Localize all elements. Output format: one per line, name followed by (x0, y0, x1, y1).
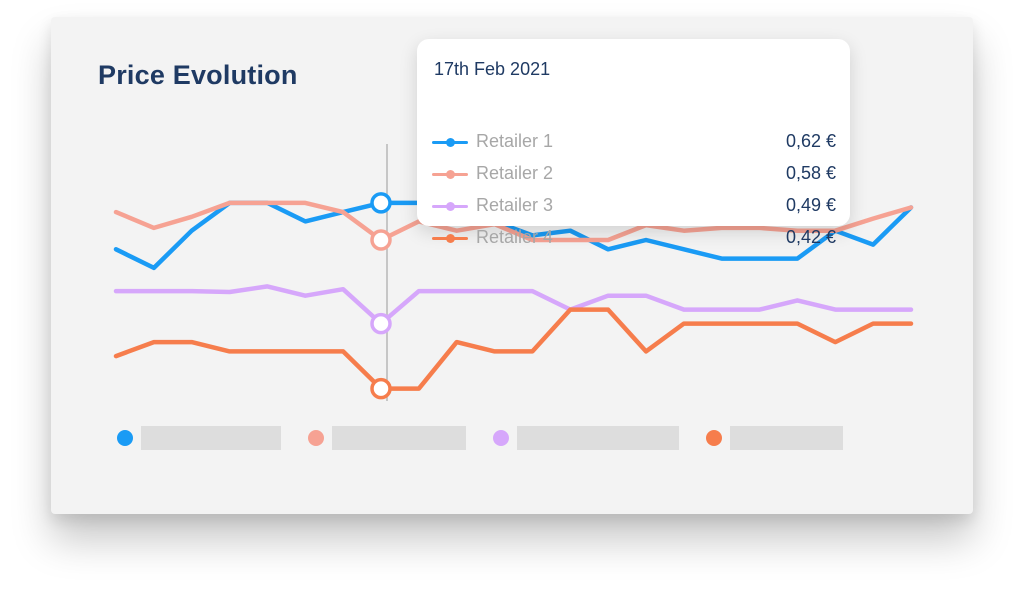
retailer-1-line-key-icon (432, 138, 468, 147)
chart-title: Price Evolution (98, 60, 298, 90)
hover-point-retailer-1[interactable] (370, 192, 392, 214)
hover-point-retailer-2[interactable] (370, 229, 392, 251)
tooltip-date: 17th Feb 2021 (434, 59, 551, 79)
tooltip-series-name: Retailer 1 (476, 131, 554, 151)
retailer-4-line-key-icon (432, 234, 468, 243)
tooltip-series-value: 0,62 € (785, 131, 836, 151)
tooltip-series-value: 0,42 € (785, 227, 836, 247)
legend-dot-retailer-3-icon[interactable] (493, 430, 509, 446)
legend-dot-retailer-4-icon[interactable] (706, 430, 722, 446)
hover-point-retailer-3[interactable] (370, 312, 392, 335)
tooltip-series-value: 0,58 € (785, 163, 836, 183)
legend-label-placeholder (141, 426, 281, 450)
hover-point-retailer-4[interactable] (370, 377, 392, 400)
legend-label-placeholder (517, 426, 679, 450)
hover-markers (370, 192, 392, 400)
tooltip-series-name: Retailer 2 (476, 163, 554, 183)
legend-dot-retailer-2-icon[interactable] (308, 430, 324, 446)
series-line-retailer-3[interactable] (113, 284, 914, 326)
legend-dot-retailer-1-icon[interactable] (117, 430, 133, 446)
tooltip-row-retailer-4: Retailer 4 0,42 € (432, 226, 836, 250)
tooltip-row-retailer-3: Retailer 3 0,49 € (432, 194, 836, 218)
legend-label-placeholder (332, 426, 466, 450)
tooltip-series-name: Retailer 3 (476, 195, 554, 215)
retailer-3-line-key-icon (432, 202, 468, 211)
tooltip-row-retailer-2: Retailer 2 0,58 € (432, 162, 836, 186)
series-line-retailer-2[interactable] (113, 200, 914, 243)
series-layer (113, 200, 914, 391)
tooltip-series-name: Retailer 4 (476, 227, 554, 247)
legend-label-placeholder (730, 426, 843, 450)
series-line-retailer-4[interactable] (113, 307, 914, 391)
tooltip-row-retailer-1: Retailer 1 0,62 € (432, 130, 836, 154)
hover-tooltip: 17th Feb 2021 Retailer 1 0,62 € Retailer… (417, 39, 850, 247)
tooltip-series-value: 0,49 € (785, 195, 836, 215)
retailer-2-line-key-icon (432, 170, 468, 179)
